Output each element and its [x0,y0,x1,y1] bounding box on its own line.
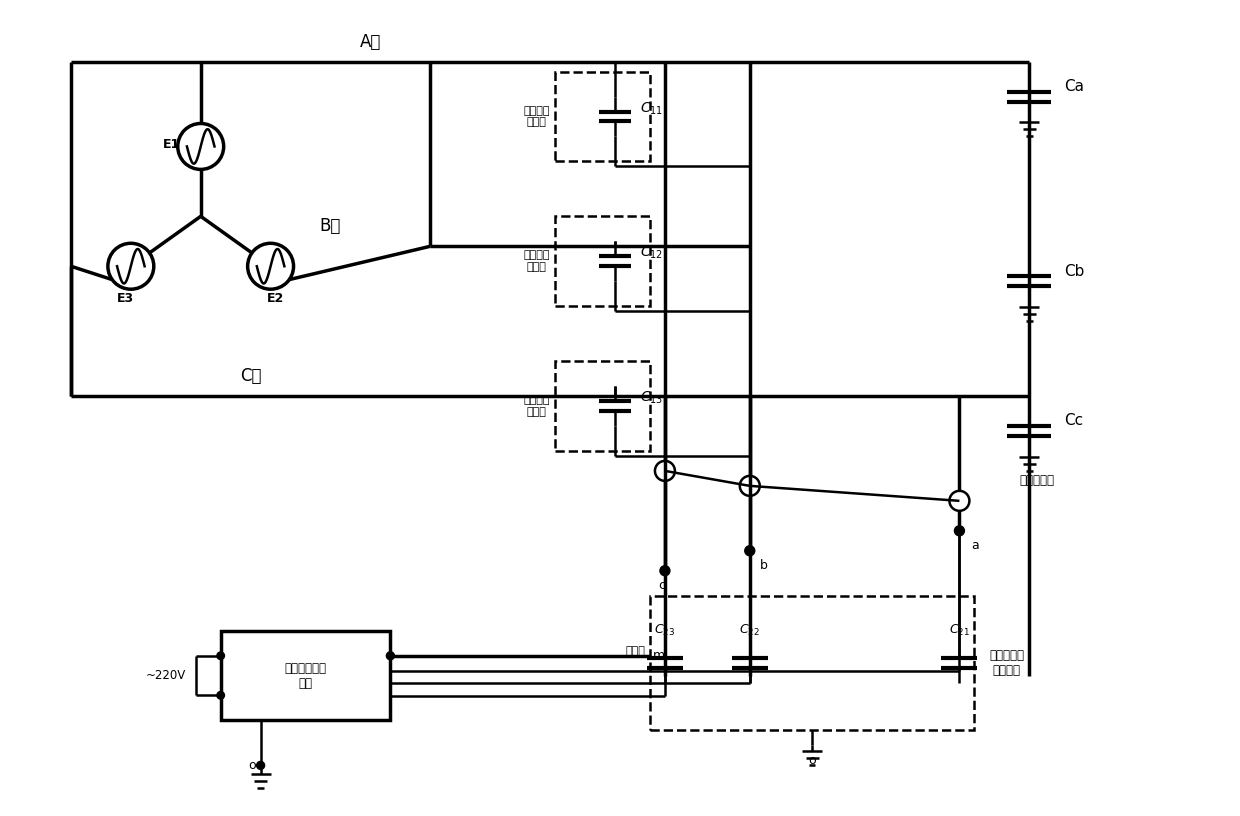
Text: 电流互感器: 电流互感器 [1019,474,1054,487]
Text: Cb: Cb [1064,264,1085,279]
Text: 带电指示
传感器: 带电指示 传感器 [523,106,551,127]
Text: c: c [658,579,666,592]
Bar [650,596,975,730]
Text: A相: A相 [360,33,381,51]
Circle shape [955,526,965,536]
Text: $C_{11}$: $C_{11}$ [640,100,663,117]
Text: o: o [248,759,255,772]
Text: B相: B相 [320,217,341,235]
Text: m: m [653,650,665,663]
Text: Ca: Ca [1064,79,1084,94]
Circle shape [387,652,394,660]
Text: 测试线: 测试线 [625,645,645,656]
Bar [556,361,650,451]
Text: Cc: Cc [1064,414,1084,428]
Text: ~220V: ~220V [145,669,186,682]
Text: E3: E3 [118,291,134,304]
Text: E2: E2 [267,291,284,304]
Bar [221,631,391,721]
Bar [556,216,650,306]
Circle shape [660,565,670,576]
Circle shape [257,761,264,769]
Text: 带电指示
传感器: 带电指示 传感器 [523,395,551,417]
Text: $C_{13}$: $C_{13}$ [640,390,663,406]
Circle shape [217,652,224,659]
Text: o: o [808,754,816,767]
Text: 电容电流测试
装置: 电容电流测试 装置 [284,662,326,690]
Text: 带电指示
传感器: 带电指示 传感器 [523,251,551,272]
Text: 开关柜带电
指示装置: 开关柜带电 指示装置 [990,649,1024,677]
Text: $C_{22}$: $C_{22}$ [739,623,760,637]
Text: E1: E1 [162,138,180,151]
Text: $C_{12}$: $C_{12}$ [640,245,663,261]
Text: C相: C相 [239,367,262,385]
Text: b: b [760,559,768,572]
Text: $C_{21}$: $C_{21}$ [949,623,970,637]
Bar [556,72,650,162]
Circle shape [217,691,224,699]
Text: a: a [971,539,980,552]
Circle shape [745,546,755,556]
Text: $C_{23}$: $C_{23}$ [655,623,676,637]
